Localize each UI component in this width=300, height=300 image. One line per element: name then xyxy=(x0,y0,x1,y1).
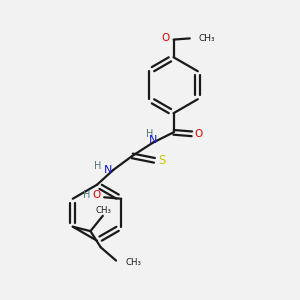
Text: S: S xyxy=(158,154,166,167)
Text: H: H xyxy=(146,129,154,140)
Text: CH₃: CH₃ xyxy=(199,34,215,43)
Text: CH₃: CH₃ xyxy=(125,257,142,266)
Text: N: N xyxy=(104,165,112,175)
Text: O: O xyxy=(93,190,101,200)
Text: H: H xyxy=(94,160,102,171)
Text: CH₃: CH₃ xyxy=(95,206,111,215)
Text: N: N xyxy=(149,135,157,145)
Text: O: O xyxy=(194,129,202,139)
Text: O: O xyxy=(161,33,170,43)
Text: H: H xyxy=(83,190,91,200)
